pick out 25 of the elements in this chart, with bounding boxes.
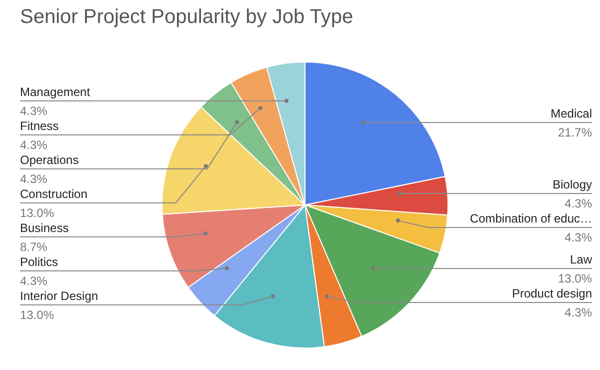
slice-label: Operations: [20, 152, 79, 167]
slice-label: Politics: [20, 254, 58, 269]
data-label: 13.0%: [558, 271, 592, 286]
slice-label: Medical: [550, 106, 592, 120]
slice-label: Product design: [512, 286, 592, 300]
data-label: 13.0%: [20, 206, 54, 220]
data-label: 8.7%: [20, 240, 48, 254]
slice-label: Fitness: [20, 118, 59, 133]
slice-label: Combination of educ…: [470, 212, 592, 226]
chart-title: Senior Project Popularity by Job Type: [20, 6, 354, 29]
slice-label: Law: [570, 252, 592, 266]
slice-label: Construction: [20, 186, 88, 201]
data-label: 4.3%: [564, 305, 592, 320]
data-label: 4.3%: [20, 172, 48, 186]
slice-label: Biology: [552, 178, 592, 192]
data-label: 13.0%: [20, 308, 54, 322]
slice-label: Interior Design: [20, 288, 98, 303]
slice-label: Business: [20, 220, 69, 235]
data-label: 4.3%: [564, 230, 592, 245]
data-label: 21.7%: [558, 125, 592, 140]
data-label: 4.3%: [20, 104, 48, 118]
data-label: 4.3%: [564, 196, 592, 211]
data-label: 4.3%: [20, 138, 48, 152]
data-label: 4.3%: [20, 274, 48, 288]
slice-label: Management: [20, 84, 91, 99]
